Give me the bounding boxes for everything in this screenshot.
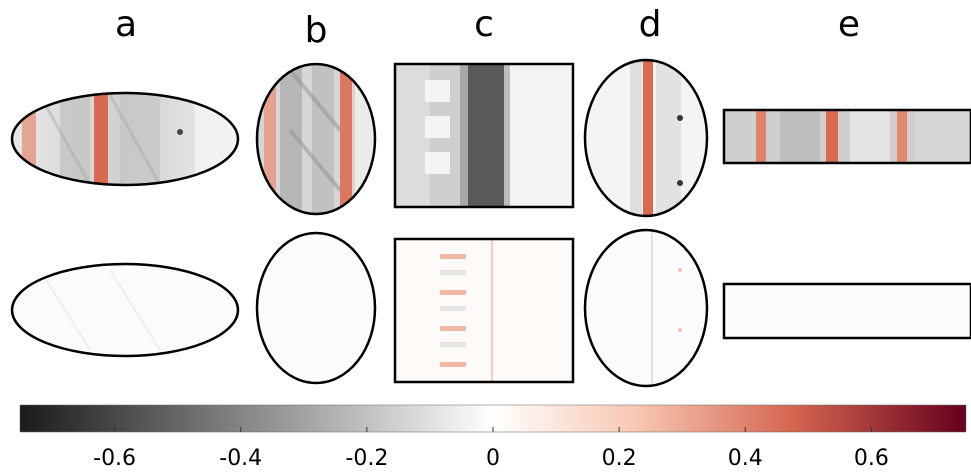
panel-c-bottom [393, 237, 575, 384]
panel-d-top [583, 58, 709, 218]
colorbar-tick-label: -0.6 [93, 446, 136, 471]
panel-b-top [255, 62, 377, 216]
panel-label-c: c [474, 4, 494, 45]
colorbar-ticks: -0.6 -0.4 -0.2 0 0.2 0.4 0.6 [93, 427, 889, 471]
panel-label-e: e [838, 4, 860, 45]
colorbar-tick-label: 0.6 [854, 446, 889, 471]
colorbar-tick-label: 0.4 [728, 446, 763, 471]
panel-label-d: d [639, 4, 662, 45]
panel-c-top [393, 62, 575, 209]
colorbar-tick-label: -0.2 [345, 446, 388, 471]
colorbar-tick-label: 0.2 [602, 446, 637, 471]
colorbar-tick-label: -0.4 [219, 446, 262, 471]
panel-b-bottom [255, 231, 377, 385]
panel-a-bottom [10, 262, 240, 358]
panel-e-bottom [722, 282, 971, 340]
panel-e-top [722, 108, 971, 165]
colorbar-tick-label: 0 [486, 446, 500, 471]
panel-label-b: b [305, 10, 328, 51]
panel-d-bottom [583, 228, 709, 388]
colorbar: -0.6 -0.4 -0.2 0 0.2 0.4 0.6 [19, 404, 967, 471]
panel-label-a: a [115, 4, 137, 45]
panel-a-top [10, 91, 240, 187]
